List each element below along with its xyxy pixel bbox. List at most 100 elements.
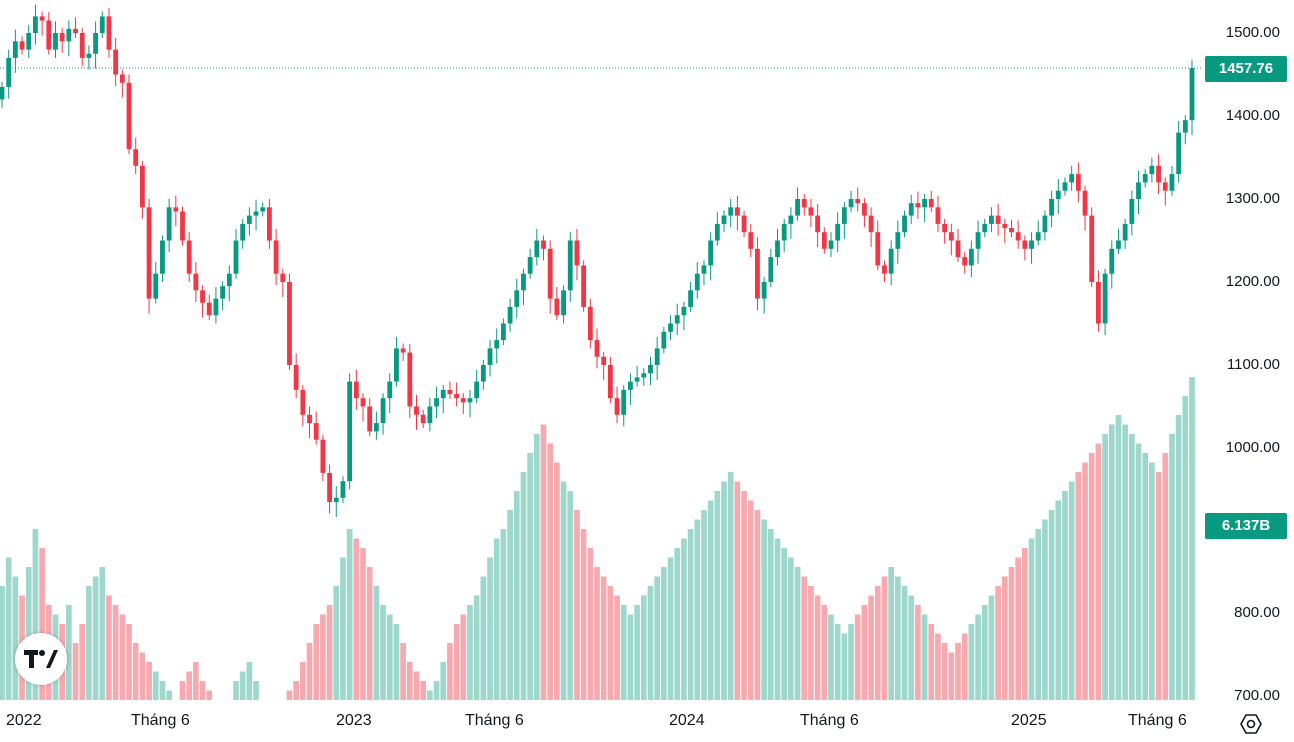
candle-body xyxy=(213,298,219,316)
volume-bar xyxy=(781,548,788,700)
candle-body xyxy=(614,398,620,415)
volume-bar xyxy=(92,576,99,700)
volume-bar xyxy=(473,595,480,700)
volume-bar xyxy=(239,671,246,700)
candle-body xyxy=(607,365,613,399)
candle-body xyxy=(668,323,673,332)
candle-body xyxy=(534,240,540,258)
volume-bar xyxy=(667,557,674,700)
volume-bar xyxy=(874,586,881,700)
volume-bar xyxy=(366,567,373,700)
candle-body xyxy=(193,273,199,291)
candle-body xyxy=(126,82,132,150)
volume-bar xyxy=(1068,481,1075,700)
volume-bar xyxy=(193,662,199,700)
candle-body xyxy=(447,389,453,395)
volume-bar xyxy=(440,662,447,700)
volume-bar xyxy=(313,624,320,700)
candles xyxy=(0,4,1195,517)
settings-icon[interactable] xyxy=(1240,713,1262,735)
candle-body xyxy=(801,199,807,208)
volume-bar xyxy=(727,472,734,700)
time-tick: Tháng 6 xyxy=(1128,712,1187,729)
candle-body xyxy=(33,16,38,33)
candle-body xyxy=(347,381,353,482)
candle-body xyxy=(99,16,105,33)
candle-body xyxy=(895,232,901,249)
candle-body xyxy=(728,207,734,216)
volume-bar xyxy=(1028,538,1035,700)
candle-body xyxy=(902,215,907,233)
candle-body xyxy=(434,398,439,407)
candle-body xyxy=(460,398,466,403)
candle-body xyxy=(1142,174,1148,183)
candle-body xyxy=(554,298,560,316)
volume-bar xyxy=(1062,491,1068,700)
candle-body xyxy=(307,414,312,424)
volume-bar xyxy=(761,519,767,700)
candle-body xyxy=(935,207,941,224)
time-tick: Tháng 6 xyxy=(465,712,524,729)
volume-bar xyxy=(721,481,727,700)
candle-body xyxy=(701,265,707,274)
volume-bar xyxy=(1189,377,1195,700)
candle-body xyxy=(989,215,994,224)
volume-bar xyxy=(1022,548,1028,700)
volume-bar xyxy=(386,614,393,700)
candle-body xyxy=(922,199,927,208)
candle-body xyxy=(333,497,339,502)
volume-bar xyxy=(139,652,146,700)
volume-bar xyxy=(634,605,640,700)
volume-bar xyxy=(681,538,687,700)
candle-body xyxy=(407,352,413,407)
volume-bar xyxy=(948,652,955,700)
volume-bar xyxy=(5,557,12,700)
time-tick: 2024 xyxy=(669,712,705,729)
candle-body xyxy=(841,207,847,224)
candle-body xyxy=(928,199,934,208)
candle-body xyxy=(220,286,226,299)
volume-bar xyxy=(293,681,299,700)
volume-bar xyxy=(915,605,921,700)
volume-bar xyxy=(253,681,259,700)
volume-bar xyxy=(433,681,440,700)
volume-bar xyxy=(32,529,39,700)
volume-bar xyxy=(86,586,92,700)
tradingview-logo[interactable] xyxy=(15,633,67,685)
volume-bar xyxy=(1115,415,1122,700)
volume-bar xyxy=(587,548,594,700)
candle-body xyxy=(1182,120,1188,133)
candle-body xyxy=(113,49,119,75)
candle-body xyxy=(380,398,386,424)
candle-body xyxy=(467,398,473,403)
candle-body xyxy=(367,406,373,432)
volume-bar xyxy=(821,605,828,700)
volume-bar xyxy=(995,586,1001,700)
candle-body xyxy=(233,240,239,274)
volume-bar xyxy=(647,586,654,700)
candle-body xyxy=(487,348,493,365)
volume-bar xyxy=(353,538,360,700)
volume-bar xyxy=(774,538,781,700)
volume-bar xyxy=(1075,472,1082,700)
volume-bar xyxy=(607,586,614,700)
volume-bar xyxy=(179,681,186,700)
volume-bar xyxy=(159,681,166,700)
candle-body xyxy=(734,207,740,216)
volume-bar xyxy=(741,491,747,700)
volume-bars xyxy=(0,377,1195,700)
candle-body xyxy=(267,207,272,241)
candle-body xyxy=(995,215,1001,224)
candle-body xyxy=(1082,190,1088,216)
candle-body xyxy=(66,28,72,42)
price-tick: 1100.00 xyxy=(1226,356,1280,373)
volume-bar xyxy=(1088,453,1095,700)
volume-bar xyxy=(480,576,487,700)
price-tick: 1200.00 xyxy=(1225,273,1280,290)
candle-body xyxy=(514,290,520,307)
candle-body xyxy=(1176,132,1182,175)
volume-bar xyxy=(1162,453,1169,700)
candle-body xyxy=(641,373,647,378)
candle-body xyxy=(260,207,266,212)
